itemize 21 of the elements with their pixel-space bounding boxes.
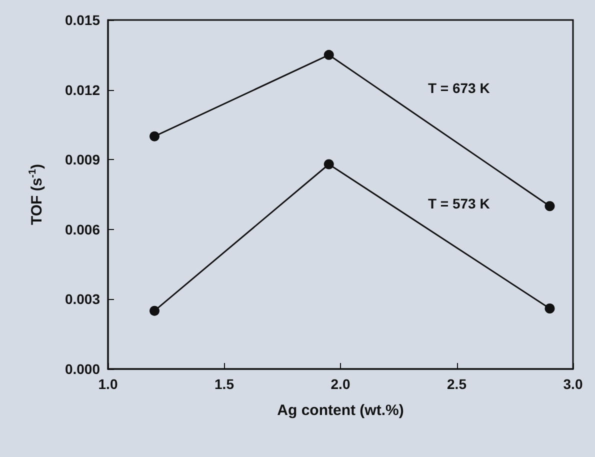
point xyxy=(324,50,334,60)
x-tick-label: 2.5 xyxy=(447,376,467,392)
point xyxy=(150,131,160,142)
x-tick-label: 1.0 xyxy=(98,376,118,392)
x-tick-label: 3.0 xyxy=(563,376,583,392)
y-tick-label: 0.003 xyxy=(64,291,100,308)
y-tick-label: 0.000 xyxy=(64,361,100,377)
y-tick-label: 0.009 xyxy=(64,152,100,168)
point xyxy=(150,306,160,316)
y-tick-label: 0.006 xyxy=(64,221,100,238)
point xyxy=(544,304,555,314)
x-tick-label: 1.5 xyxy=(214,376,234,392)
series-label: T = 673 K xyxy=(428,80,490,96)
x-tick-label: 2.0 xyxy=(330,376,350,392)
y-tick-label: 0.012 xyxy=(64,82,100,98)
point xyxy=(544,201,555,212)
y-axis-title: TOF (s-1) xyxy=(28,164,46,226)
point xyxy=(324,159,334,170)
y-tick-label: 0.015 xyxy=(64,12,100,28)
series-label: T = 573 K xyxy=(428,195,490,212)
x-axis-title: Ag content (wt.%) xyxy=(277,402,404,419)
